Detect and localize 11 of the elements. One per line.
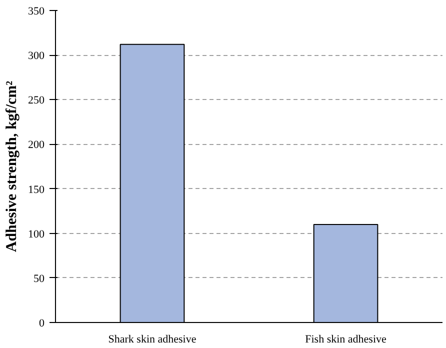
y-axis-title: Adhesive strength, kgf/cm² [4, 80, 20, 252]
y-tick-label: 150 [28, 184, 45, 196]
y-tick-label: 250 [28, 94, 45, 107]
y-tick-label: 350 [28, 6, 45, 18]
x-tick-label: Fish skin adhesive [305, 334, 387, 346]
y-tick-label: 0 [39, 318, 45, 330]
y-tick-label: 50 [34, 272, 45, 285]
y-tick-label: 200 [28, 139, 45, 152]
y-tick-label: 300 [28, 50, 45, 62]
x-tick-label: Shark skin adhesive [108, 334, 196, 346]
y-tick-label: 100 [28, 228, 45, 240]
